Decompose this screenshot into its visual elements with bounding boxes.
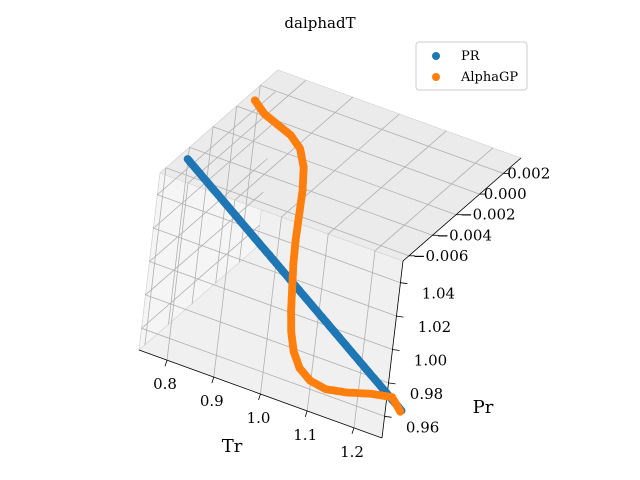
plot-area	[183, 96, 406, 416]
z-gridline	[168, 146, 433, 325]
data-point-alphagp	[396, 407, 405, 416]
y-gridline	[152, 124, 397, 317]
chart-title: dalphadT	[284, 14, 355, 32]
y-gridline	[148, 158, 393, 350]
x-tick-mark	[351, 427, 355, 434]
x-gridline	[306, 130, 447, 411]
z-gridline	[238, 84, 504, 263]
series-pr	[183, 155, 406, 415]
legend-marker-alphagp	[432, 73, 440, 81]
y-tick-mark	[388, 382, 396, 385]
y-tick-mark	[384, 415, 392, 418]
x-tick-mark	[304, 410, 308, 418]
axes-lines: 0.8 0.9 1.0 1.1 1.2 0.96 0.98 1.00 1.02 1.04 −0.00…	[138, 157, 550, 461]
z-axis-line	[402, 157, 522, 262]
y-tick-label: 1.00	[414, 352, 447, 370]
y-tick-label: 0.96	[406, 418, 439, 436]
z-tick-label: 0.002	[507, 164, 550, 182]
x-tick-mark	[164, 360, 168, 367]
z-tick-label: −0.002	[460, 206, 516, 224]
legend: PR AlphaGP	[415, 41, 528, 91]
x-gridline	[260, 113, 400, 395]
y-tick-mark	[400, 282, 408, 285]
legend-label-pr: PR	[461, 49, 481, 64]
y-axis-label: Pr	[473, 397, 494, 418]
y-tick-label: 0.98	[410, 385, 443, 403]
legend-label-alphagp: AlphaGP	[460, 70, 518, 85]
x-tick-label: 1.1	[293, 426, 317, 444]
x-tick-mark	[258, 393, 261, 401]
y-gridline	[140, 224, 385, 417]
y-tick-mark	[396, 315, 404, 318]
x-axis-line	[138, 349, 383, 439]
z-gridline	[191, 126, 457, 304]
y-tick-label: 1.02	[418, 318, 451, 336]
x-tick-label: 0.9	[200, 392, 224, 410]
y-tick-mark	[392, 349, 400, 351]
x-tick-label: 0.8	[153, 375, 177, 393]
x-axis-label: Tr	[222, 436, 243, 457]
y-axis-line	[381, 260, 404, 439]
z-tick-label: −0.006	[413, 247, 469, 265]
y-tick-label: 1.04	[422, 285, 455, 303]
z-gridline	[215, 105, 480, 284]
x-tick-mark	[211, 376, 215, 384]
x-gridline	[213, 96, 354, 378]
y-gridline	[144, 191, 389, 384]
axes-grid	[140, 79, 504, 428]
series-alphagp	[250, 96, 405, 416]
y-gridline	[156, 91, 401, 284]
z-tick-label: 0.000	[484, 185, 527, 203]
legend-frame	[415, 41, 528, 91]
x-tick-label: 1.2	[340, 443, 364, 461]
x-tick-label: 1.0	[247, 409, 271, 427]
z-gridline	[144, 167, 410, 345]
legend-marker-pr	[432, 52, 440, 60]
z-tick-label: −0.004	[437, 226, 493, 244]
